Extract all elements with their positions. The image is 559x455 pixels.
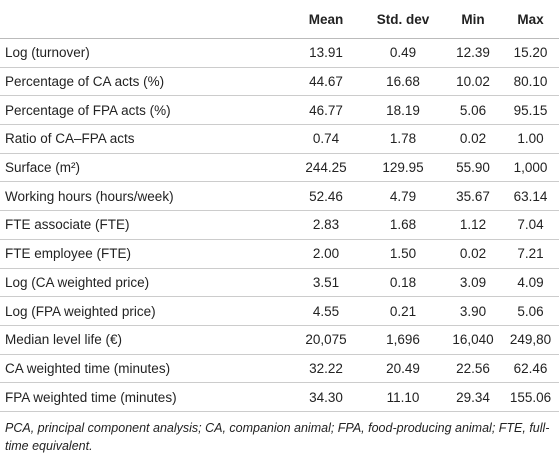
cell: 35.67	[444, 181, 502, 212]
row-label: Log (turnover)	[0, 38, 290, 68]
cell: 16,040	[444, 325, 502, 355]
cell: 46.77	[290, 95, 362, 126]
cell: 11.10	[362, 382, 444, 412]
cell: 1.78	[362, 124, 444, 154]
row-label: FTE associate (FTE)	[0, 210, 290, 240]
row-label: Log (FPA weighted price)	[0, 296, 290, 326]
table-row: FTE associate (FTE) 2.83 1.68 1.12 7.04	[0, 210, 559, 240]
data-table: Mean Std. dev Min Max Log (turnover) 13.91 0.…	[0, 0, 559, 412]
cell: 52.46	[290, 181, 362, 212]
cell: 1,696	[362, 325, 444, 355]
cell: 22.56	[444, 354, 502, 384]
column-header: Std. dev	[362, 0, 444, 39]
row-label: Percentage of FPA acts (%)	[0, 95, 290, 126]
row-label: Surface (m²)	[0, 153, 290, 183]
cell: 249,80	[502, 325, 559, 355]
cell: 5.06	[502, 296, 559, 326]
column-header: Min	[444, 0, 502, 39]
cell: 44.67	[290, 67, 362, 97]
table-row: Ratio of CA–FPA acts 0.74 1.78 0.02 1.00	[0, 124, 559, 154]
cell: 55.90	[444, 153, 502, 183]
cell: 1.50	[362, 239, 444, 269]
cell: 2.00	[290, 239, 362, 269]
table-row: Working hours (hours/week) 52.46 4.79 35.67…	[0, 181, 559, 212]
header-row: Mean Std. dev Min Max	[0, 0, 559, 39]
column-header	[0, 0, 290, 39]
cell: 10.02	[444, 67, 502, 97]
table-row: Percentage of CA acts (%) 44.67 16.68 10.02…	[0, 67, 559, 97]
cell: 29.34	[444, 382, 502, 412]
cell: 16.68	[362, 67, 444, 97]
cell: 7.04	[502, 210, 559, 240]
cell: 4.79	[362, 181, 444, 212]
cell: 63.14	[502, 181, 559, 212]
row-label: Working hours (hours/week)	[0, 181, 290, 212]
cell: 13.91	[290, 38, 362, 68]
cell: 5.06	[444, 95, 502, 126]
row-label: CA weighted time (minutes)	[0, 354, 290, 384]
table-row: Surface (m²) 244.25 129.95 55.90 1,000	[0, 153, 559, 183]
cell: 1,000	[502, 153, 559, 183]
cell: 12.39	[444, 38, 502, 68]
cell: 129.95	[362, 153, 444, 183]
cell: 2.83	[290, 210, 362, 240]
cell: 1.12	[444, 210, 502, 240]
table-row: Percentage of FPA acts (%) 46.77 18.19 5.06…	[0, 95, 559, 126]
table-row: Log (turnover) 13.91 0.49 12.39 15.20	[0, 38, 559, 68]
column-header: Max	[502, 0, 559, 39]
table-body: Log (turnover) 13.91 0.49 12.39 15.20 Percent…	[0, 38, 559, 412]
table-row: FTE employee (FTE) 2.00 1.50 0.02 7.21	[0, 239, 559, 269]
cell: 95.15	[502, 95, 559, 126]
cell: 0.21	[362, 296, 444, 326]
cell: 62.46	[502, 354, 559, 384]
cell: 3.09	[444, 268, 502, 298]
column-header: Mean	[290, 0, 362, 39]
row-label: FTE employee (FTE)	[0, 239, 290, 269]
cell: 20,075	[290, 325, 362, 355]
cell: 0.02	[444, 239, 502, 269]
cell: 155.06	[502, 382, 559, 412]
cell: 7.21	[502, 239, 559, 269]
cell: 3.51	[290, 268, 362, 298]
cell: 0.49	[362, 38, 444, 68]
cell: 1.68	[362, 210, 444, 240]
cell: 4.55	[290, 296, 362, 326]
cell: 15.20	[502, 38, 559, 68]
row-label: FPA weighted time (minutes)	[0, 382, 290, 412]
row-label: Ratio of CA–FPA acts	[0, 124, 290, 154]
table-row: Median level life (€) 20,075 1,696 16,040 24…	[0, 325, 559, 355]
row-label: Log (CA weighted price)	[0, 268, 290, 298]
cell: 4.09	[502, 268, 559, 298]
cell: 3.90	[444, 296, 502, 326]
cell: 18.19	[362, 95, 444, 126]
cell: 34.30	[290, 382, 362, 412]
row-label: Median level life (€)	[0, 325, 290, 355]
table-row: Log (CA weighted price) 3.51 0.18 3.09 4.09	[0, 268, 559, 298]
cell: 0.18	[362, 268, 444, 298]
cell: 0.02	[444, 124, 502, 154]
row-label: Percentage of CA acts (%)	[0, 67, 290, 97]
cell: 1.00	[502, 124, 559, 154]
cell: 0.74	[290, 124, 362, 154]
footnote: PCA, principal component analysis; CA, c…	[5, 420, 550, 453]
table-row: Log (FPA weighted price) 4.55 0.21 3.90 5.06	[0, 296, 559, 326]
table-row: FPA weighted time (minutes) 34.30 11.10 29.…	[0, 382, 559, 412]
cell: 80.10	[502, 67, 559, 97]
cell: 32.22	[290, 354, 362, 384]
table-row: CA weighted time (minutes) 32.22 20.49 22.5…	[0, 354, 559, 384]
cell: 20.49	[362, 354, 444, 384]
cell: 244.25	[290, 153, 362, 183]
